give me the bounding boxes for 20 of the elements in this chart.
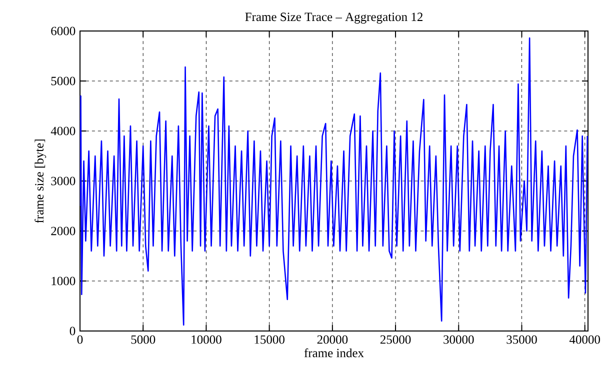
- x-axis-title: frame index: [304, 348, 364, 358]
- y-axis-title: frame size [byte]: [34, 140, 46, 223]
- y-tick-label: 0: [70, 326, 76, 336]
- x-tick-label: 40000: [569, 335, 600, 344]
- x-tick-label: 20000: [317, 335, 348, 344]
- y-tick-label: 5000: [51, 76, 76, 86]
- y-tick-label: 3000: [51, 176, 76, 186]
- x-tick-label: 15000: [254, 335, 284, 344]
- x-tick-label: 30000: [444, 335, 474, 344]
- x-tick-label: 25000: [380, 335, 411, 344]
- x-tick-label: 35000: [506, 335, 537, 344]
- x-tick-label: 5000: [131, 335, 156, 344]
- y-tick-label: 4000: [50, 126, 76, 136]
- line-series: [80, 37, 588, 326]
- x-tick-label: 10000: [192, 335, 222, 344]
- y-tick-label: 2000: [51, 226, 76, 236]
- chart-title: Frame Size Trace – Aggregation 12: [245, 12, 422, 24]
- y-tick-label: 1000: [52, 276, 76, 286]
- x-tick-label: 0: [77, 335, 83, 344]
- y-tick-label: 6000: [51, 26, 76, 36]
